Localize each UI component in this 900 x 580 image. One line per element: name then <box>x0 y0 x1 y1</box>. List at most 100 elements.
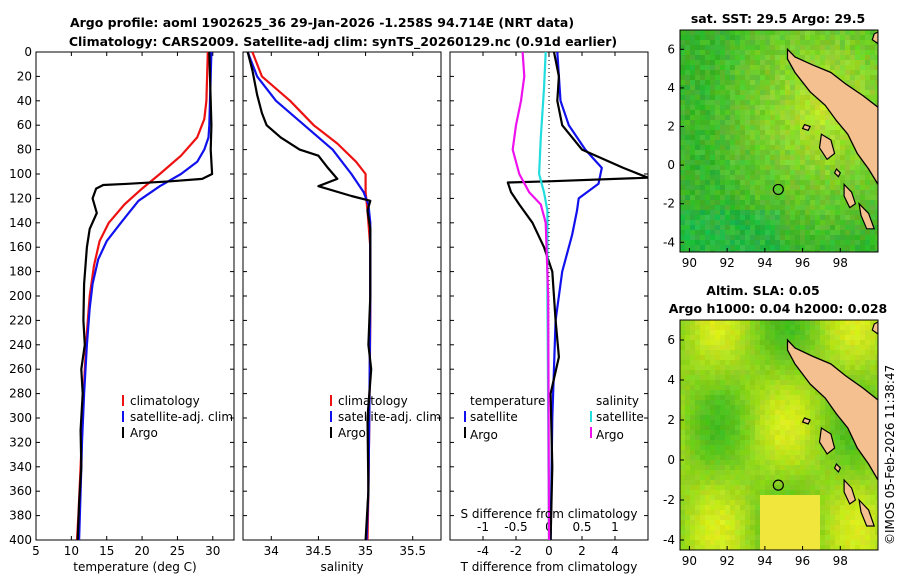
map-cell <box>750 360 756 366</box>
map-cell <box>815 160 821 166</box>
map-cell <box>800 185 806 191</box>
map-cell <box>735 360 741 366</box>
map-cell <box>840 240 846 246</box>
map-cell <box>805 445 811 451</box>
map-cell <box>765 495 771 501</box>
map-cell <box>795 440 801 446</box>
map-cell <box>795 135 801 141</box>
map-cell <box>705 380 711 386</box>
map-cell <box>735 325 741 331</box>
map-cell <box>830 345 836 351</box>
map-cell <box>790 425 796 431</box>
map-cell <box>775 350 781 356</box>
map-cell <box>750 95 756 101</box>
map-cell <box>705 375 711 381</box>
map-cell <box>770 435 776 441</box>
map-cell <box>760 80 766 86</box>
map-cell <box>870 175 876 181</box>
map-cell <box>815 230 821 236</box>
map-cell <box>720 355 726 361</box>
map-cell <box>855 70 861 76</box>
map-cell <box>800 200 806 206</box>
map-cell <box>745 55 751 61</box>
map-cell <box>715 75 721 81</box>
map-cell <box>775 215 781 221</box>
map-cell <box>810 475 816 481</box>
map-cell <box>865 465 871 471</box>
map-cell <box>720 335 726 341</box>
map-cell <box>765 225 771 231</box>
map-cell <box>845 340 851 346</box>
map-cell <box>795 105 801 111</box>
map-cell <box>690 55 696 61</box>
map-cell <box>690 425 696 431</box>
map-cell <box>835 470 841 476</box>
map-cell <box>695 65 701 71</box>
map-cell <box>690 135 696 141</box>
map-cell <box>785 420 791 426</box>
map-cell <box>760 475 766 481</box>
map-cell <box>840 225 846 231</box>
map-cell <box>860 545 866 550</box>
map-cell <box>815 420 821 426</box>
map-cell <box>820 540 826 546</box>
map-cell <box>745 115 751 121</box>
map-cell <box>785 95 791 101</box>
map-cell <box>710 500 716 506</box>
map-cell <box>785 390 791 396</box>
map-cell <box>720 125 726 131</box>
map-cell <box>825 530 831 536</box>
map-cell <box>705 185 711 191</box>
map-cell <box>875 540 878 546</box>
map-cell <box>735 350 741 356</box>
map-cell <box>710 515 716 521</box>
map-cell <box>820 520 826 526</box>
map-cell <box>770 80 776 86</box>
map-cell <box>695 60 701 66</box>
map-cell <box>790 435 796 441</box>
map-cell <box>790 380 796 386</box>
map-cell <box>820 195 826 201</box>
map-cell <box>765 140 771 146</box>
map-cell <box>830 30 836 36</box>
temperature-axes-box <box>35 51 235 541</box>
map-cell <box>745 235 751 241</box>
map-cell <box>745 360 751 366</box>
series-line-temperature-satellite <box>549 52 603 540</box>
map-cell <box>820 500 826 506</box>
map-cell <box>680 390 686 396</box>
map-cell <box>700 540 706 546</box>
map-cell <box>805 140 811 146</box>
map-cell <box>685 165 691 171</box>
map-cell <box>820 320 826 326</box>
map-cell <box>750 150 756 156</box>
map-cell <box>850 530 856 536</box>
map-cell <box>725 155 731 161</box>
map-cell <box>830 350 836 356</box>
map-cell <box>700 140 706 146</box>
map-cell <box>870 375 876 381</box>
map-cell <box>855 230 861 236</box>
map-cell <box>810 60 816 66</box>
map-cell <box>810 195 816 201</box>
map-cell <box>855 35 861 41</box>
map-cell <box>765 150 771 156</box>
map-cell <box>715 175 721 181</box>
map-cell <box>750 455 756 461</box>
map-cell <box>725 70 731 76</box>
map-cell <box>805 90 811 96</box>
map-cell <box>815 505 821 511</box>
map-cell <box>805 325 811 331</box>
map-cell <box>840 350 846 356</box>
map-cell <box>840 515 846 521</box>
map-cell <box>755 395 761 401</box>
map-cell <box>745 430 751 436</box>
map-cell <box>740 535 746 541</box>
map-cell <box>680 40 686 46</box>
map-cell <box>765 230 771 236</box>
map-cell <box>695 35 701 41</box>
map-cell <box>865 65 871 71</box>
map-cell <box>720 105 726 111</box>
map-cell <box>715 510 721 516</box>
map-cell <box>795 415 801 421</box>
